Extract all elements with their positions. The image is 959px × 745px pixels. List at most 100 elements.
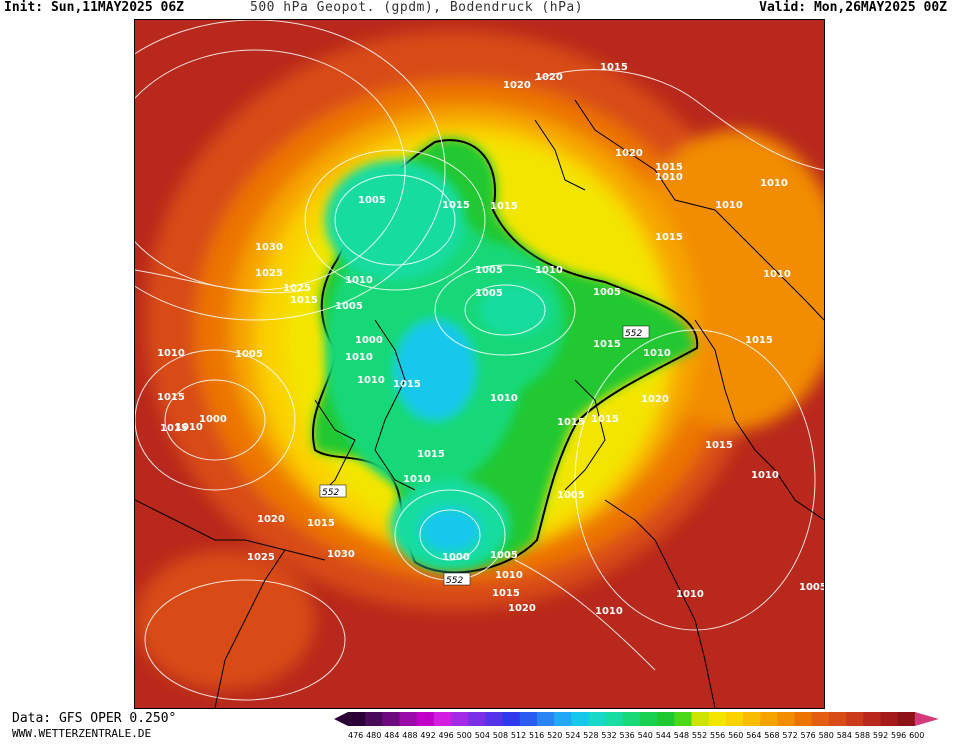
isobar-label: 1010 <box>676 589 704 600</box>
isobar-label: 1015 <box>290 295 318 306</box>
legend-tick: 512 <box>511 731 526 740</box>
legend-tick: 496 <box>439 731 454 740</box>
legend-swatch <box>708 712 727 726</box>
isobar-label: 1015 <box>157 392 185 403</box>
legend-swatch <box>588 712 607 726</box>
legend-tick: 596 <box>891 731 906 740</box>
map-title: 500 hPa Geopot. (gpdm), Bodendruck (hPa) <box>250 0 584 15</box>
isobar-label: 1010 <box>157 348 185 359</box>
legend-tick: 592 <box>873 731 888 740</box>
legend-tick: 524 <box>565 731 580 740</box>
isobar-label: 1000 <box>442 552 470 563</box>
isobar-label: 1010 <box>535 265 563 276</box>
map-canvas: 552 552 552 1015102010201020101510101005… <box>135 20 824 708</box>
isobar-label: 1015 <box>160 423 188 434</box>
legend-swatch <box>846 712 864 726</box>
isobar-label: 1005 <box>335 301 363 312</box>
isobar-label: 1005 <box>490 550 518 561</box>
isobar-label: 1020 <box>641 394 669 405</box>
isobar-label: 1015 <box>557 417 585 428</box>
isobar-label: 1015 <box>745 335 773 346</box>
isobar-label: 1015 <box>591 414 619 425</box>
legend-tick: 580 <box>819 731 834 740</box>
isobar-label: 1005 <box>799 582 824 593</box>
legend-swatch <box>622 712 641 726</box>
isobar-label: 1010 <box>763 269 791 280</box>
legend-tick: 488 <box>402 731 417 740</box>
legend-tick: 492 <box>420 731 435 740</box>
contour-label-552-south: 552 <box>443 572 471 586</box>
isobar-label: 1010 <box>357 375 385 386</box>
legend-swatch <box>691 712 710 726</box>
legend-tick: 568 <box>764 731 779 740</box>
isobar-label: 1010 <box>595 606 623 617</box>
isobar-label: 1020 <box>535 72 563 83</box>
legend-tick: 504 <box>475 731 490 740</box>
legend-tick: 476 <box>348 731 363 740</box>
field-528 <box>395 320 475 420</box>
legend-tick: 532 <box>601 731 616 740</box>
isobar-label: 1010 <box>760 178 788 189</box>
legend-swatch <box>811 712 830 726</box>
website-credit: WWW.WETTERZENTRALE.DE <box>12 727 152 740</box>
legend-swatch <box>502 712 521 726</box>
isobar-label: 1005 <box>593 287 621 298</box>
isobar-label: 1015 <box>655 232 683 243</box>
legend-swatch <box>519 712 538 726</box>
coastlines <box>135 99 824 708</box>
legend-swatch <box>399 712 418 726</box>
legend-arrow-left <box>334 712 348 726</box>
isobar-label: 1015 <box>600 62 628 73</box>
weather-map: 552 552 552 1015 1020 1020 1020 1015 1010 1005… <box>134 19 825 709</box>
svg-text:552: 552 <box>625 329 642 339</box>
isobar-label: 1010 <box>403 474 431 485</box>
isobar-label: 1015 <box>393 379 421 390</box>
legend-swatch <box>743 712 761 726</box>
legend-swatch <box>674 712 693 726</box>
isobar-label: 1005 <box>557 490 585 501</box>
isobar-label: 1025 <box>247 552 275 563</box>
legend-canvas: 476 480 484 488 492 496 500 504 508 512 516 520 524 5… <box>334 712 939 740</box>
isobar-label: 1010 <box>345 275 373 286</box>
isobars <box>135 20 824 701</box>
contour-label-552-west: 552 <box>319 484 347 498</box>
isobar-label: 1010 <box>490 393 518 404</box>
isobar-label: 1010 <box>715 200 743 211</box>
legend-tick: 508 <box>493 731 508 740</box>
isobar-label: 1010 <box>495 570 523 581</box>
isobar-label: 1010 <box>655 172 683 183</box>
legend-swatch <box>794 712 813 726</box>
isobar-label: 1010 <box>751 470 779 481</box>
contour-label-552-east: 552 <box>622 325 650 339</box>
legend-tick: 528 <box>583 731 598 740</box>
svg-text:552: 552 <box>322 488 339 498</box>
legend-swatch <box>828 712 847 726</box>
legend-swatch <box>640 712 658 726</box>
legend-tick: 564 <box>746 731 761 740</box>
isobar-label: 1005 <box>475 265 503 276</box>
legend-arrow-right <box>914 712 939 726</box>
isobar-label: 1000 <box>355 335 383 346</box>
legend-tick: 536 <box>620 731 635 740</box>
isobar-label: 1015 <box>593 339 621 350</box>
isobar-label: 1025 <box>283 283 311 294</box>
legend-tick: 600 <box>909 731 924 740</box>
legend-swatch <box>451 712 469 726</box>
isobar-label: 1010 <box>345 352 373 363</box>
isobar-label: 1010 <box>175 422 203 433</box>
isobar-label: 1015 <box>442 200 470 211</box>
isobar-label: 1015 <box>307 518 335 529</box>
isobar-label: 1025 <box>255 268 283 279</box>
isobar-label: 1020 <box>503 80 531 91</box>
legend-swatch <box>348 712 366 726</box>
isobar-label: 1000 <box>199 414 227 425</box>
legend-tick: 480 <box>366 731 381 740</box>
legend-tick: 576 <box>801 731 816 740</box>
legend-swatch <box>382 712 401 726</box>
legend-swatch <box>433 712 452 726</box>
field-sw-588 <box>135 550 315 690</box>
legend-swatch <box>657 712 675 726</box>
isobar-label: 1015 <box>655 162 683 173</box>
legend-tick: 548 <box>674 731 689 740</box>
